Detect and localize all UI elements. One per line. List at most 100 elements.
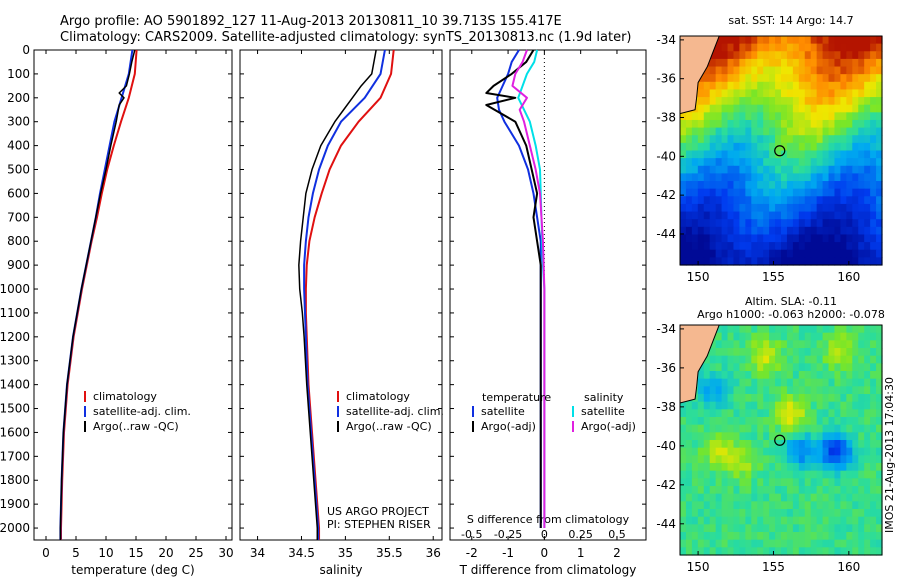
sla_map-cell: [804, 547, 812, 556]
sst_map-cell: [769, 150, 776, 159]
sst_map-cell: [804, 203, 812, 213]
sla_map-cell: [810, 417, 818, 426]
difference-xtick-label: -2: [466, 546, 478, 560]
sla_map-cell: [816, 478, 824, 487]
sla_map-cell: [691, 547, 699, 556]
sla_map-cell: [745, 409, 752, 418]
imos-timestamp: IMOS 21-Aug-2013 17:04:30: [883, 377, 896, 533]
sst_map-cell: [834, 58, 842, 68]
sst_map-cell: [739, 97, 746, 106]
sst_map-cell: [864, 112, 871, 121]
sla_map-cell: [769, 401, 776, 410]
sst_map-ytick-label: -34: [656, 33, 676, 47]
sst_map-cell: [846, 36, 853, 45]
sst_map-cell: [834, 203, 842, 213]
sst_map-cell: [792, 43, 800, 52]
sst_map-cell: [846, 257, 853, 266]
sst_map-cell: [781, 142, 788, 152]
sst_map-cell: [709, 66, 717, 75]
sla_map-cell: [852, 486, 859, 495]
sla_map-cell: [727, 432, 735, 441]
sst_map-cell: [709, 242, 717, 251]
sla_map-cell: [864, 447, 871, 456]
sla_map-cell: [846, 432, 853, 441]
sst_map-cell: [739, 119, 746, 129]
sla_map-cell: [745, 501, 752, 510]
sst_map-cell: [763, 127, 770, 136]
sla_map-cell: [816, 363, 824, 372]
sst_map-cell: [864, 119, 871, 129]
sla_map-cell: [751, 417, 758, 426]
sst_map-cell: [745, 242, 752, 251]
sst_map-cell: [822, 203, 830, 213]
sst_map-cell: [804, 181, 812, 190]
sla_map-cell: [727, 455, 735, 464]
sst_map-cell: [781, 74, 788, 83]
sla_map-cell: [834, 440, 842, 449]
sla_map-cell: [858, 424, 865, 433]
sla_map-cell: [775, 532, 782, 541]
sst_map-cell: [792, 211, 800, 220]
sla_map-cell: [703, 447, 711, 456]
sla_map-cell: [781, 547, 788, 556]
sla_map-cell: [828, 516, 836, 525]
sla_map-cell: [822, 355, 830, 364]
sst_map-cell: [680, 165, 687, 174]
sst_map-cell: [846, 74, 853, 83]
sst_map-cell: [703, 74, 711, 83]
sla_map-cell: [822, 409, 830, 418]
sla_map-cell: [685, 524, 693, 533]
sst_map-cell: [745, 203, 752, 213]
sla_map-cell: [721, 332, 729, 341]
sla_map-cell: [858, 409, 865, 418]
sst_map-cell: [816, 249, 824, 258]
sla_map-cell: [697, 539, 705, 548]
sst_map-cell: [709, 257, 717, 266]
sla_map-cell: [852, 355, 859, 364]
sla_map-title: Altim. SLA: -0.11: [745, 295, 837, 308]
sla_map-cell: [680, 539, 687, 548]
sst_map-cell: [781, 249, 788, 258]
sla_map-cell: [870, 386, 877, 395]
sla_map-cell: [864, 394, 871, 403]
sst_map-cell: [680, 181, 687, 190]
sst_map-cell: [792, 89, 800, 98]
sla_map-cell: [715, 340, 723, 349]
sla_map-cell: [745, 516, 752, 525]
sst_map-cell: [781, 173, 788, 182]
sst_map-cell: [727, 165, 735, 174]
sst_map-cell: [798, 181, 806, 190]
sst_map-cell: [757, 112, 764, 121]
sla_map-cell: [781, 325, 788, 334]
sla_map-cell: [834, 509, 842, 518]
sst_map-cell: [858, 188, 865, 197]
sla_map-cell: [727, 363, 735, 372]
temperature-ytick-label: 1100: [0, 306, 30, 320]
sst_map-cell: [691, 181, 699, 190]
sla_map-cell: [745, 424, 752, 433]
sla_map-cell: [810, 394, 818, 403]
sla_map-cell: [828, 348, 836, 357]
sst_map-cell: [852, 249, 859, 258]
sst_map-cell: [691, 135, 699, 144]
sst_map-cell: [721, 36, 729, 45]
sla_map-cell: [870, 493, 877, 502]
temperature-ytick-label: 200: [7, 91, 30, 105]
sst_map-cell: [816, 181, 824, 190]
sst_map-cell: [834, 188, 842, 197]
sla_map-cell: [709, 486, 717, 495]
sst_map-cell: [828, 226, 836, 236]
sla_map-cell: [810, 371, 818, 380]
sst_map-cell: [834, 142, 842, 152]
sla_map-cell: [786, 440, 794, 449]
sst_map-cell: [810, 104, 818, 113]
sst_map-cell: [709, 51, 717, 60]
sla_map-cell: [703, 386, 711, 395]
sst_map-cell: [703, 203, 711, 213]
sst_map-cell: [691, 173, 699, 182]
sla_map-cell: [864, 463, 871, 472]
sst_map-cell: [804, 89, 812, 98]
sst_map-cell: [786, 104, 794, 113]
sla_map-cell: [715, 547, 723, 556]
sst_map-cell: [876, 135, 883, 144]
